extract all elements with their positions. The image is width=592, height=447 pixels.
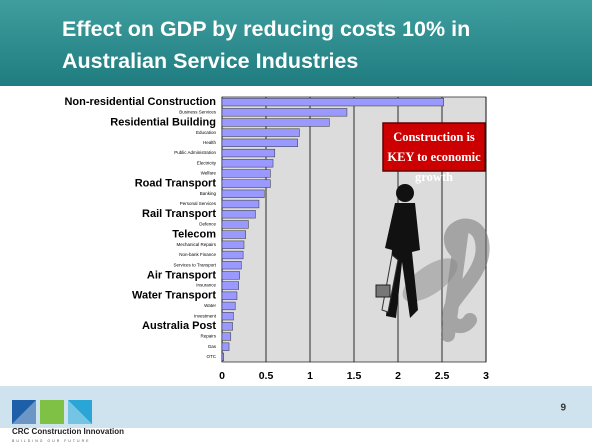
logo-text: CRC Construction Innovation <box>12 427 124 436</box>
bar <box>221 210 256 219</box>
annotation: Construction is KEY to economic growth <box>387 130 481 184</box>
bar <box>221 261 242 270</box>
x-tick-label: 1 <box>307 370 313 382</box>
bar <box>221 199 260 209</box>
bar <box>221 128 300 137</box>
y-tick-label: Telecom <box>172 229 216 241</box>
x-tick-label: 0 <box>219 370 225 382</box>
y-tick-label: Air Transport <box>147 269 216 281</box>
bar <box>221 312 234 321</box>
y-tick-label: Non-residential Construction <box>64 96 216 108</box>
bar <box>221 230 247 239</box>
y-tick-label: Business Services <box>179 109 217 114</box>
y-tick-label: Personal Services <box>180 201 217 206</box>
bar <box>221 159 274 168</box>
annotation-box: Construction is KEY to economic growth <box>382 122 486 184</box>
bar <box>221 271 240 280</box>
bar <box>221 352 225 362</box>
logo-mark <box>12 400 92 424</box>
bar <box>221 138 298 147</box>
x-tick-label: 0.5 <box>259 370 274 382</box>
slide-number: 9 <box>560 403 566 414</box>
y-tick-label: Gas <box>208 344 217 349</box>
bar <box>221 332 232 341</box>
chart-title: Effect on GDP by reducing costs 10% in Au… <box>62 17 470 73</box>
y-tick-label: Public Administration <box>174 150 216 155</box>
bar <box>221 281 239 290</box>
y-tick-label: Water Transport <box>132 290 216 302</box>
y-tick-label: Rail Transport <box>142 208 216 220</box>
y-tick-label: Banking <box>200 191 217 196</box>
bar <box>221 179 271 188</box>
bar <box>221 240 245 249</box>
y-tick-label: Health <box>203 140 217 145</box>
y-tick-label: Services to Transport <box>173 262 216 267</box>
logo-tagline: BUILDING OUR FUTURE <box>12 439 90 443</box>
y-tick-label: Defence <box>199 222 216 227</box>
y-tick-label: OTC <box>207 354 217 359</box>
y-tick-label: Insurance <box>196 283 216 288</box>
illustration <box>375 184 490 342</box>
y-tick-label: Electricity <box>197 160 217 165</box>
x-tick-label: 1.5 <box>347 370 362 382</box>
bar <box>221 291 238 300</box>
bar <box>221 322 233 331</box>
bar <box>221 169 271 178</box>
y-tick-label: Repairs <box>200 334 216 339</box>
header-band <box>0 0 592 86</box>
bar <box>221 118 330 127</box>
y-tick-label: Investment <box>194 313 217 318</box>
bar <box>221 189 265 198</box>
bar <box>221 250 244 260</box>
y-tick-label: Water <box>204 303 216 308</box>
y-tick-label: Road Transport <box>135 178 217 190</box>
bar <box>221 301 236 311</box>
y-tick-label: Welfare <box>201 171 217 176</box>
x-tick-label: 3 <box>483 370 489 382</box>
y-tick-label: Non-bank Finance <box>179 252 216 257</box>
footer-band <box>0 386 592 428</box>
y-tick-label: Australia Post <box>142 320 216 332</box>
bar <box>221 97 445 107</box>
x-tick-label: 2 <box>395 370 401 382</box>
bar <box>221 148 276 158</box>
y-tick-label: Education <box>196 130 217 135</box>
y-tick-label: Mechanical Repairs <box>176 242 216 247</box>
bar <box>221 342 230 351</box>
x-tick-label: 2.5 <box>435 370 450 382</box>
bar <box>221 220 249 229</box>
y-tick-label: Residential Building <box>110 116 216 128</box>
bar <box>221 108 348 117</box>
